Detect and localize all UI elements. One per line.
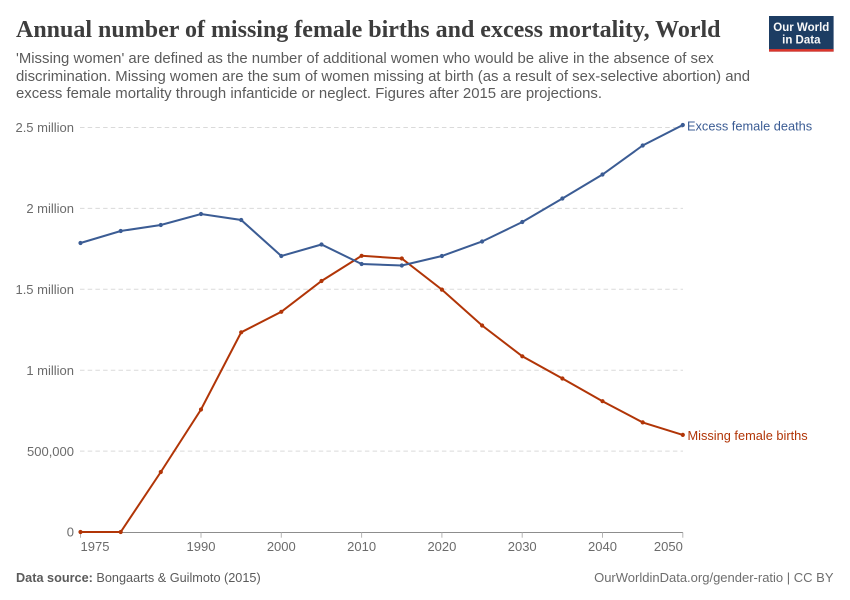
svg-text:1990: 1990 <box>187 539 216 554</box>
svg-text:2010: 2010 <box>347 539 376 554</box>
svg-text:excess female mortality throug: excess female mortality through infantic… <box>16 86 602 102</box>
svg-text:2050: 2050 <box>654 539 683 554</box>
svg-text:2000: 2000 <box>267 539 296 554</box>
svg-text:Our World: Our World <box>773 22 829 34</box>
svg-text:discrimination. Missing women: discrimination. Missing women are the su… <box>16 69 750 85</box>
svg-text:Missing female births: Missing female births <box>688 428 808 443</box>
svg-text:2020: 2020 <box>427 539 456 554</box>
svg-text:1975: 1975 <box>81 539 110 554</box>
svg-text:1.5 million: 1.5 million <box>15 282 74 297</box>
svg-text:1 million: 1 million <box>26 363 74 378</box>
svg-text:2.5 million: 2.5 million <box>15 120 74 135</box>
svg-text:Annual number of missing femal: Annual number of missing female births a… <box>16 17 721 43</box>
svg-text:Data source: Bongaarts & Guilm: Data source: Bongaarts & Guilmoto (2015) <box>16 571 261 585</box>
svg-text:'Missing women' are defined as: 'Missing women' are defined as the numbe… <box>16 51 714 67</box>
svg-text:in Data: in Data <box>782 35 821 47</box>
svg-text:500,000: 500,000 <box>27 444 74 459</box>
svg-text:2040: 2040 <box>588 539 617 554</box>
svg-text:Excess female deaths: Excess female deaths <box>687 119 812 134</box>
svg-text:2 million: 2 million <box>26 201 74 216</box>
svg-text:OurWorldinData.org/gender-rati: OurWorldinData.org/gender-ratio | CC BY <box>594 570 834 585</box>
svg-text:0: 0 <box>67 525 74 540</box>
svg-text:2030: 2030 <box>508 539 537 554</box>
